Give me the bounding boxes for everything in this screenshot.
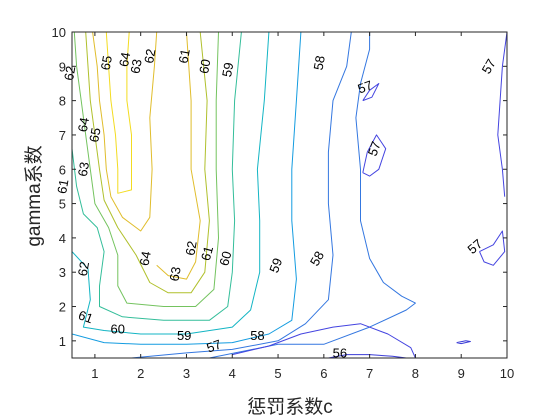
x-tick-label: 5 xyxy=(274,366,281,381)
y-tick-label: 9 xyxy=(59,59,66,74)
plot-frame xyxy=(71,31,508,359)
y-tick-label: 6 xyxy=(59,162,66,177)
contour-line-60 xyxy=(72,32,270,335)
contour-label-60: 60 xyxy=(196,58,213,75)
contour-line-57 xyxy=(497,32,507,197)
x-tick-label: 4 xyxy=(229,366,236,381)
plot-area xyxy=(72,32,507,358)
y-tick-label: 5 xyxy=(59,197,66,212)
x-tick-label: 9 xyxy=(458,366,465,381)
contour-label-63: 63 xyxy=(166,265,183,282)
contour-label-61: 61 xyxy=(54,178,71,195)
x-tick-label: 1 xyxy=(91,366,98,381)
contour-label-57: 57 xyxy=(356,77,375,96)
contour-line-65 xyxy=(105,32,132,194)
x-axis-label: 惩罚系数c xyxy=(247,396,333,418)
contour-label-60: 60 xyxy=(111,321,125,336)
contour-line-58 xyxy=(209,32,416,358)
contour-label-59: 59 xyxy=(266,256,285,275)
contour-line-56 xyxy=(456,340,471,345)
contour-label-58: 58 xyxy=(311,54,328,71)
y-axis-label: gamma系数 xyxy=(23,145,45,246)
contour-line-64 xyxy=(156,32,201,280)
contour-label-60: 60 xyxy=(216,250,234,268)
contour-line-61 xyxy=(72,32,242,321)
y-tick-label: 1 xyxy=(59,334,66,349)
y-tick-label: 2 xyxy=(59,300,66,315)
contour-label-64: 64 xyxy=(116,51,133,68)
x-tick-label: 3 xyxy=(183,366,190,381)
contour-label-56: 56 xyxy=(333,345,347,360)
contour-label-58: 58 xyxy=(307,248,327,268)
x-tick-label: 2 xyxy=(137,366,144,381)
contour-label-64: 64 xyxy=(137,250,154,267)
y-tick-label: 10 xyxy=(52,25,66,40)
contour-label-59: 59 xyxy=(177,328,191,343)
contour-label-62: 62 xyxy=(182,240,199,257)
contour-label-57: 57 xyxy=(479,56,499,76)
contour-label-58: 58 xyxy=(250,328,264,343)
contour-label-65: 65 xyxy=(86,127,103,144)
contour-label-59: 59 xyxy=(219,61,236,78)
x-axis-ticks: 1 2 3 4 5 6 7 8 9 10 xyxy=(91,32,514,381)
contour-line-57 xyxy=(232,323,416,358)
contour-label-62: 62 xyxy=(75,260,92,277)
contour-label-64: 64 xyxy=(75,116,92,133)
contour-line-57 xyxy=(479,230,506,266)
contour-label-57: 57 xyxy=(205,336,224,355)
contour-label-63: 63 xyxy=(75,161,92,178)
y-axis-ticks: 1 2 3 4 5 6 7 8 9 10 xyxy=(52,25,507,349)
y-tick-label: 3 xyxy=(59,265,66,280)
contour-label-61: 61 xyxy=(198,244,216,262)
contour-label-57: 57 xyxy=(365,139,384,158)
contour-line-57 xyxy=(362,134,387,177)
contour-label-62: 62 xyxy=(61,65,78,82)
contour-label-63: 63 xyxy=(127,58,144,75)
y-tick-label: 7 xyxy=(59,128,66,143)
contour-line-58 xyxy=(131,32,352,358)
y-tick-label: 8 xyxy=(59,94,66,109)
y-tick-label: 4 xyxy=(59,231,66,246)
contour-line-63 xyxy=(85,32,210,294)
contour-label-65: 65 xyxy=(98,54,115,71)
contour-lines xyxy=(72,32,507,358)
x-tick-label: 6 xyxy=(320,366,327,381)
contour-line-59 xyxy=(72,32,302,345)
x-tick-label: 10 xyxy=(500,366,514,381)
contour-label-61: 61 xyxy=(176,48,193,65)
contour-label-62: 62 xyxy=(141,48,158,65)
contour-line-62 xyxy=(73,32,219,307)
contour-label-61: 61 xyxy=(76,307,95,326)
x-tick-label: 8 xyxy=(412,366,419,381)
contour-line-64 xyxy=(92,32,158,232)
x-tick-label: 7 xyxy=(366,366,373,381)
contour-line-57 xyxy=(362,83,380,102)
